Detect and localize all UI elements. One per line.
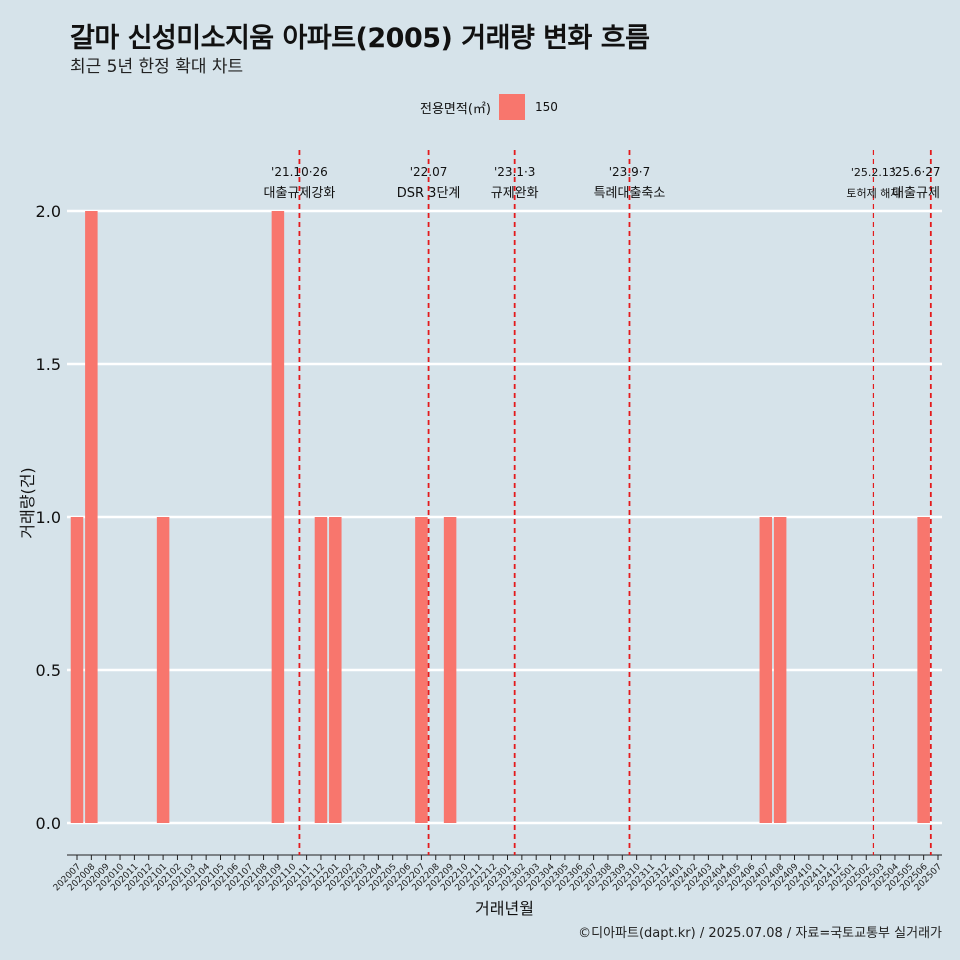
source-caption: ©디아파트(dapt.kr) / 2025.07.08 / 자료=국토교통부 실… xyxy=(578,926,942,941)
legend-title: 전용면적(㎡) xyxy=(420,101,491,117)
legend: 전용면적(㎡) 150 xyxy=(420,94,558,120)
y-tick-label: 0.5 xyxy=(36,661,61,680)
bar xyxy=(156,517,170,823)
event-date-label: '25.2.13 xyxy=(851,166,896,179)
bar xyxy=(773,517,787,823)
y-tick-label: 1.5 xyxy=(36,355,61,374)
legend-label: 150 xyxy=(534,100,558,114)
bar xyxy=(759,517,773,823)
bar xyxy=(443,517,457,823)
bar xyxy=(415,517,428,823)
bar xyxy=(917,517,930,823)
event-date-label: '23.1·3 xyxy=(494,165,535,179)
event-text-label: 대출규제강화 xyxy=(264,186,336,201)
event-text-label: 대출규제 xyxy=(892,186,940,201)
bar xyxy=(85,211,98,823)
x-axis-title: 거래년월 xyxy=(475,899,534,918)
y-tick-label: 2.0 xyxy=(36,202,61,221)
event-text-label: 토허제 해제 xyxy=(846,186,900,200)
chart-subtitle: 최근 5년 한정 확대 차트 xyxy=(70,57,244,77)
bar xyxy=(70,517,84,823)
event-date-label: '25.6·27 xyxy=(891,165,940,179)
y-tick-label: 1.0 xyxy=(36,508,61,527)
legend-swatch xyxy=(498,94,525,120)
event-date-label: '21.10·26 xyxy=(271,165,328,179)
bar xyxy=(314,517,328,823)
event-date-label: '23.9·7 xyxy=(609,165,650,179)
y-tick-label: 0.0 xyxy=(36,814,61,833)
event-date-label: '22.07 xyxy=(410,165,448,179)
event-text-label: 규제완화 xyxy=(491,186,539,201)
y-axis-title: 거래량(건) xyxy=(18,467,37,538)
chart-title: 갈마 신성미소지움 아파트(2005) 거래량 변화 흐름 xyxy=(70,23,650,54)
event-text-label: DSR 3단계 xyxy=(397,186,461,201)
event-text-label: 특례대출축소 xyxy=(594,186,666,201)
bar xyxy=(271,211,285,823)
bar xyxy=(329,517,342,823)
